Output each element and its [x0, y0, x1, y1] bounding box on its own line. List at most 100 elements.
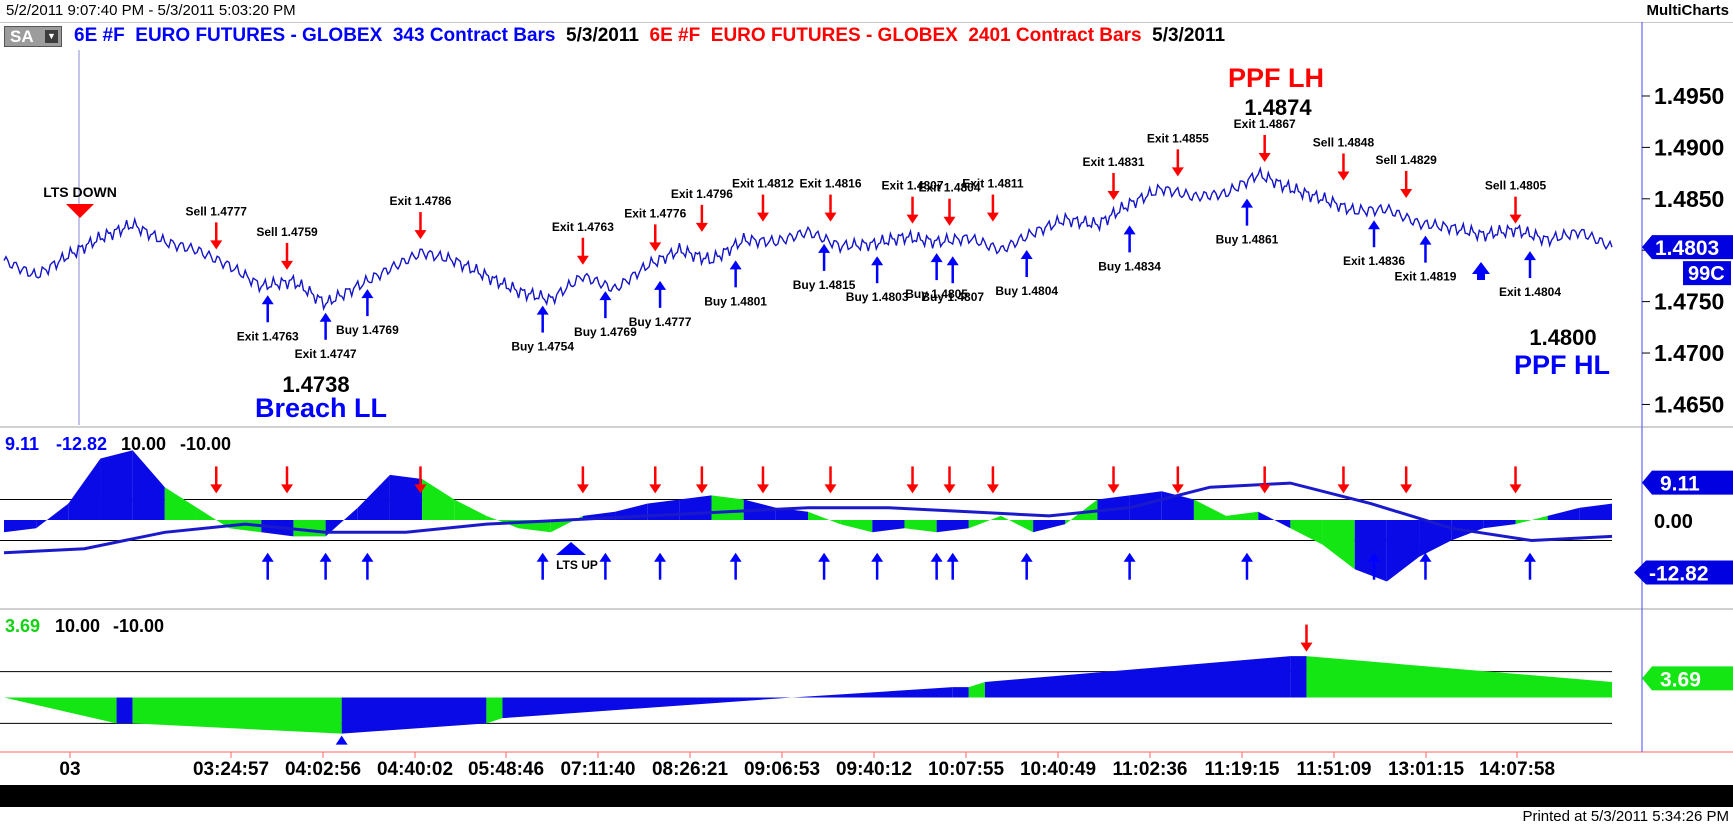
buy-arrow-head: [1523, 251, 1536, 261]
sell-arrow-head: [1509, 214, 1522, 224]
title-bar: 5/2/2011 9:07:40 PM - 5/3/2011 5:03:20 P…: [0, 0, 1733, 23]
sell-arrow-head: [1400, 188, 1413, 198]
signal-label: Exit 1.4855: [1147, 131, 1209, 145]
buy-arrow-head: [871, 256, 884, 266]
sell-arrow-head: [649, 242, 662, 252]
signal-label: Buy 1.4769: [574, 325, 637, 339]
price-tick-label: 1.4700: [1654, 340, 1724, 366]
oscillator1-histogram-segment: [422, 479, 455, 520]
signal-label: Exit 1.4796: [671, 187, 733, 201]
small-up-marker: [1472, 262, 1490, 280]
signal-label: Exit 1.4816: [799, 177, 861, 191]
signal-label: Buy 1.4754: [511, 340, 574, 354]
oscillator1-buy-arrow-head: [1020, 552, 1033, 562]
buy-arrow-head: [1368, 220, 1381, 230]
time-tick-label: 05:48:46: [468, 759, 544, 780]
oscillator1-histogram-segment: [1000, 515, 1034, 533]
oscillator1-sell-arrow-head: [414, 484, 427, 494]
oscillator1-sell-arrow-head: [210, 484, 223, 494]
signal-label: Exit 1.4819: [1394, 270, 1456, 284]
oscillator1-buy-arrow-head: [930, 552, 943, 562]
oscillator1-histogram-segment: [1097, 495, 1130, 520]
oscillator1-histogram-segment: [711, 495, 744, 520]
sell-arrow-head: [1337, 171, 1350, 181]
price-tick-label: 1.4900: [1654, 134, 1724, 160]
symbol-selector-button[interactable]: SA ▼: [4, 26, 62, 47]
signal-label: Buy 1.4815: [793, 278, 856, 292]
time-tick-label: 07:11:40: [560, 759, 635, 780]
oscillator1-histogram-segment: [872, 520, 905, 533]
oscillator1-sell-arrow-head: [649, 484, 662, 494]
oscillator1-buy-arrow-head: [818, 552, 831, 562]
time-tick-label: 09:06:53: [744, 759, 820, 780]
series2-bars: 2401 Contract Bars: [968, 25, 1142, 46]
series-header: 6E #F EURO FUTURES - GLOBEX 343 Contract…: [74, 25, 1225, 47]
signal-label: Exit 1.4836: [1343, 254, 1405, 268]
oscillator1-histogram-segment: [68, 458, 101, 520]
oscillator1-histogram-segment: [389, 474, 423, 520]
chevron-down-icon[interactable]: ▼: [45, 30, 58, 43]
signal-label: Sell 1.4805: [1485, 179, 1547, 193]
oscillator2-sell-arrow-head: [1300, 642, 1313, 652]
oscillator2-tag-bg: [1642, 666, 1733, 691]
last-tag-bg: [1683, 261, 1731, 286]
sell-arrow-head: [943, 216, 956, 226]
oscillator1-histogram-segment: [36, 503, 69, 529]
time-tick-label: 03:24:57: [193, 759, 269, 780]
app-name: MultiCharts: [1646, 2, 1730, 19]
oscillator1-sell-arrow-head: [1509, 484, 1522, 494]
signal-label: Exit 1.4831: [1082, 155, 1144, 169]
oscillator1-buy-arrow-head: [871, 552, 884, 562]
oscillator2-histogram-segment: [1290, 656, 1307, 698]
oscillator1-histogram-segment: [100, 450, 133, 520]
buy-arrow-head: [1419, 235, 1432, 245]
oscillator1-buy-arrow-head: [654, 552, 667, 562]
oscillator1-histogram-segment: [325, 507, 358, 537]
time-tick-label: 04:02:56: [285, 759, 361, 780]
time-tick-label: 08:26:21: [652, 759, 728, 780]
oscillator1-sell-arrow-head: [281, 484, 294, 494]
chart-canvas[interactable]: 1.4950 1.4900 1.4850 1.4800 1.4750 1.4700 1.46…: [0, 0, 1733, 785]
price-tick-label: 1.4950: [1654, 83, 1724, 109]
oscillator1-histogram-segment: [679, 495, 712, 520]
oscillator1-lower-tag-bg: [1634, 560, 1733, 585]
oscillator1-buy-arrow-head: [729, 552, 742, 562]
time-tick-label: 11:02:36: [1112, 759, 1187, 780]
series1-date: 5/3/2011: [566, 25, 639, 46]
sell-arrow-head: [906, 214, 919, 224]
sell-arrow-head: [414, 230, 427, 240]
oscillator1-histogram-segment: [936, 520, 969, 533]
ppf-lh-title: PPF LH: [1228, 63, 1324, 93]
oscillator2-histogram-segment: [968, 682, 985, 698]
signal-label: Buy 1.4861: [1216, 233, 1279, 247]
oscillator1-histogram-segment: [1579, 503, 1612, 520]
last-price-tag-bg: [1642, 235, 1733, 260]
oscillator1-histogram-segment: [1290, 520, 1323, 545]
signal-label: Buy 1.4804: [995, 284, 1058, 298]
oscillator1-histogram-segment: [840, 520, 873, 533]
signal-label: Buy 1.4803: [846, 290, 909, 304]
ppf-lh-value: 1.4874: [1244, 95, 1312, 120]
oscillator1-buy-arrow-head: [361, 552, 374, 562]
oscillator1-level-lower: -10.00: [180, 434, 231, 454]
price-tick-label: 1.4650: [1654, 391, 1724, 417]
oscillator2-level-upper: 10.00: [55, 616, 100, 636]
lts-down-marker: [66, 204, 94, 218]
signal-label: Exit 1.4763: [237, 329, 299, 343]
signal-label: Exit 1.4804: [1499, 285, 1561, 299]
oscillator1-histogram-segment: [164, 487, 197, 520]
time-tick-label: 13:01:15: [1388, 759, 1464, 780]
oscillator2-histogram-segment: [341, 697, 487, 734]
oscillator1-zero-label: 0.00: [1654, 511, 1693, 533]
oscillator1-lower-tag: -12.82: [1649, 563, 1709, 586]
oscillator1-buy-arrow-head: [319, 552, 332, 562]
ppf-hl-title: PPF HL: [1514, 350, 1610, 380]
buy-arrow-head: [361, 289, 374, 299]
last-tag-label: 99C: [1688, 263, 1725, 285]
signal-label: Buy 1.4777: [629, 315, 692, 329]
date-range-label: 5/2/2011 9:07:40 PM - 5/3/2011 5:03:20 P…: [6, 2, 296, 19]
oscillator1-value2: -12.82: [56, 434, 107, 454]
signal-label: Sell 1.4777: [186, 204, 248, 218]
oscillator1-histogram-segment: [968, 515, 1001, 529]
oscillator1-sell-arrow-head: [824, 484, 837, 494]
